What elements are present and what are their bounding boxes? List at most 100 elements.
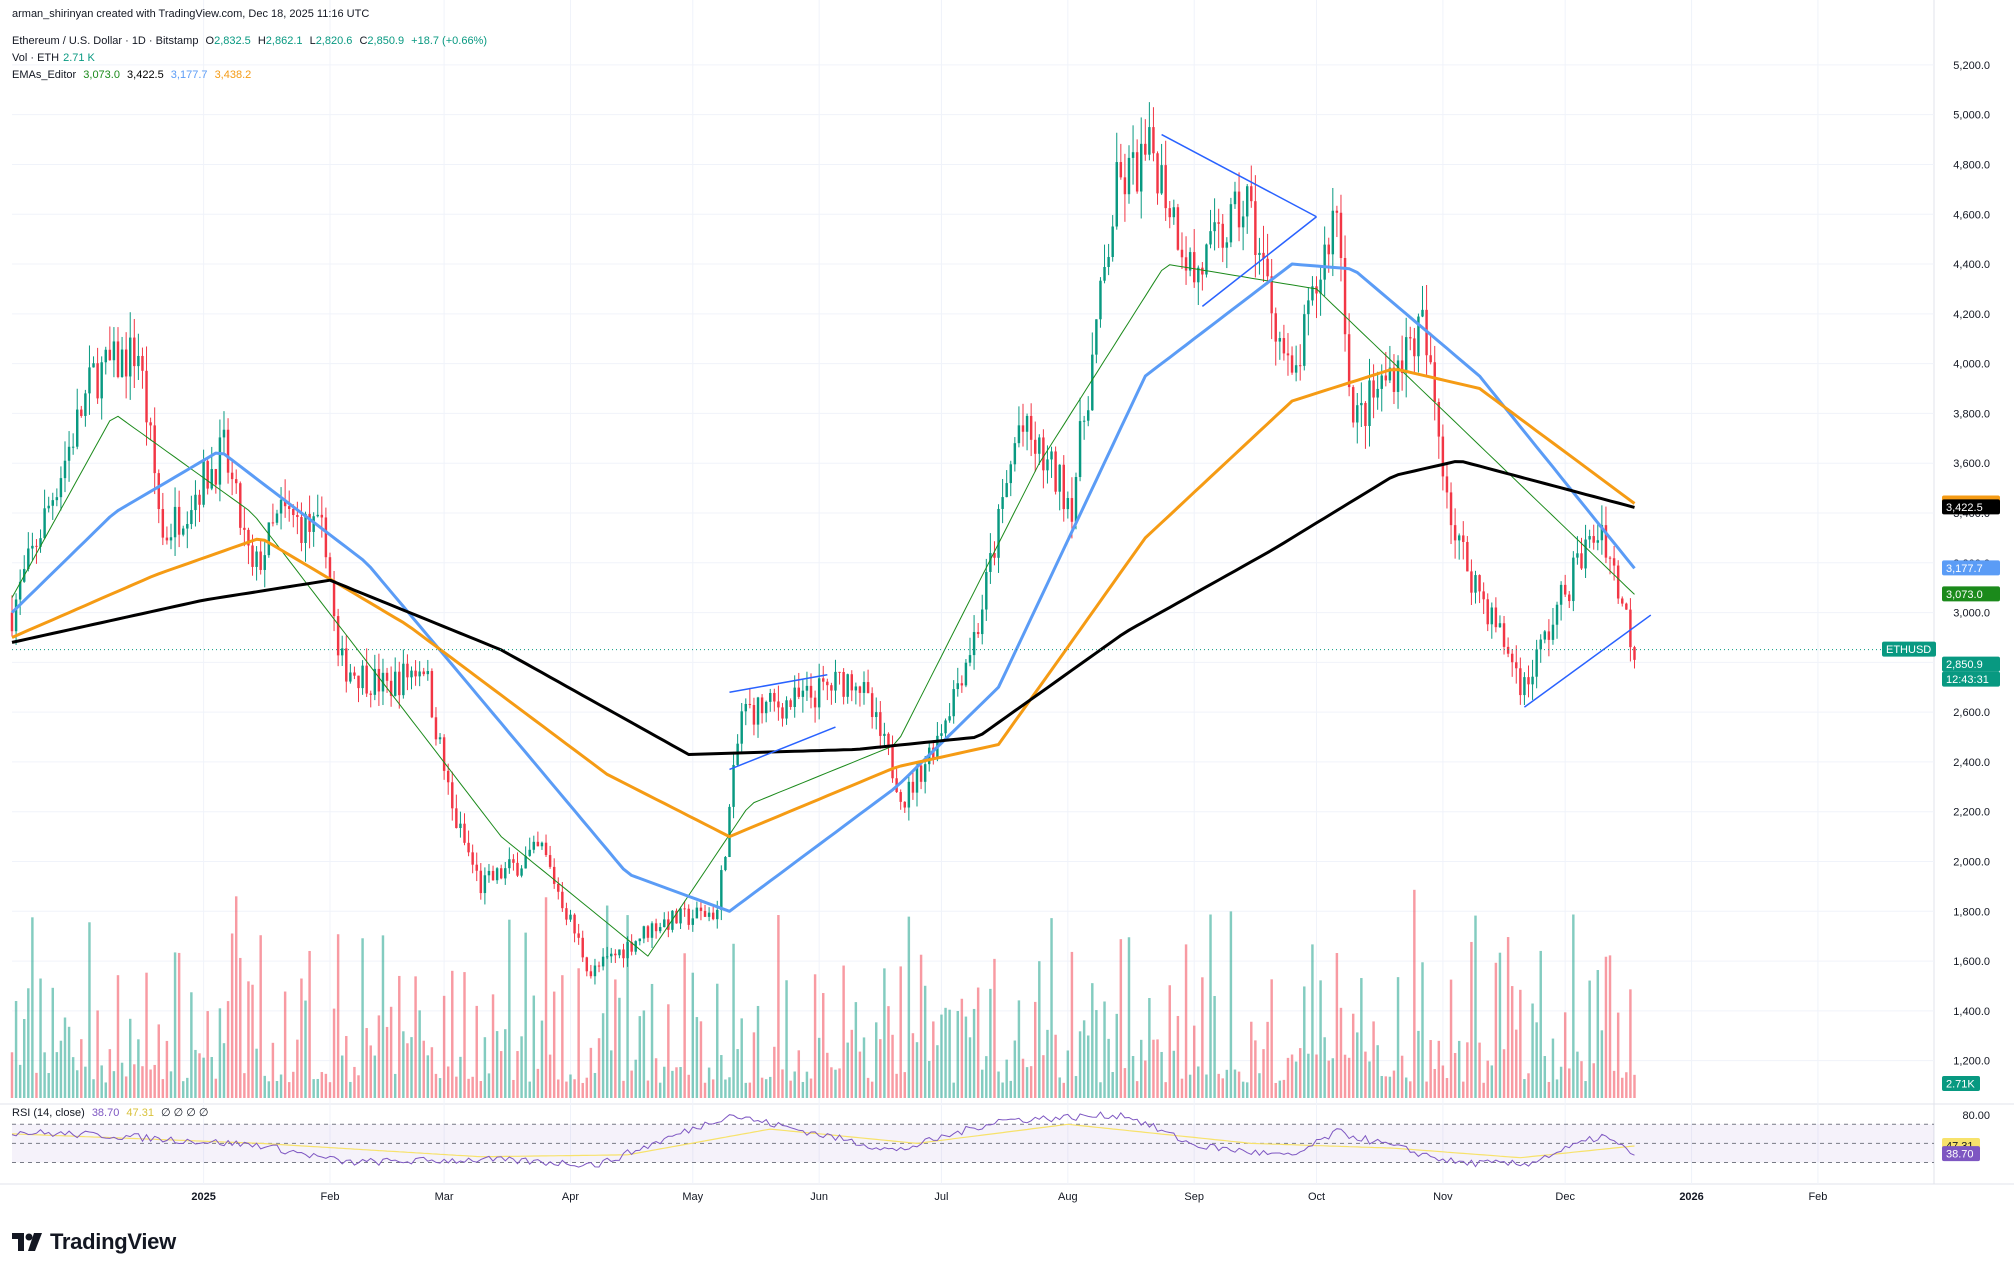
volume-bar <box>222 1043 226 1098</box>
candle-body <box>283 499 287 507</box>
volume-bar <box>1572 914 1575 1098</box>
candle-body <box>463 823 466 843</box>
volume-bar <box>385 1026 389 1098</box>
volume-bar <box>1254 1040 1257 1098</box>
volume-bar <box>516 1051 519 1098</box>
volume-bar <box>891 1034 894 1098</box>
volume-bar <box>1205 1074 1208 1098</box>
volume-bar <box>1441 1065 1445 1098</box>
volume-bar <box>406 1043 409 1098</box>
candle-body <box>1347 334 1351 388</box>
candle-body <box>1433 362 1436 402</box>
tradingview-logo[interactable]: TradingView <box>12 1229 176 1255</box>
volume-bar <box>577 968 580 1098</box>
volume-bar <box>1429 1040 1432 1098</box>
volume-bar <box>1616 1012 1620 1098</box>
candle-body <box>1144 143 1147 155</box>
candle-body <box>1576 553 1579 558</box>
candle-body <box>446 770 450 783</box>
candle-body <box>47 505 50 509</box>
candle-body <box>972 632 976 656</box>
candle-body <box>1478 575 1481 592</box>
volume-bar <box>744 1082 748 1098</box>
volume-bar <box>919 954 923 1098</box>
volume-bar <box>1392 1070 1396 1098</box>
volume-bar <box>822 993 825 1098</box>
volume-bar <box>573 1079 576 1098</box>
trendline[interactable] <box>729 726 836 771</box>
volume-bar <box>1160 1051 1163 1098</box>
trendline[interactable] <box>1161 133 1317 218</box>
volume-bar <box>1156 1039 1159 1098</box>
candle-body <box>512 859 515 863</box>
candle-body <box>903 801 906 808</box>
volume-bar <box>479 1081 483 1098</box>
candle-body <box>1209 231 1212 245</box>
candle-body <box>981 609 984 635</box>
candle-body <box>744 703 748 712</box>
volume-bar <box>76 1070 79 1098</box>
volume-bar <box>1462 1081 1465 1098</box>
candle-body <box>1021 425 1025 432</box>
candle-body <box>1413 338 1416 357</box>
volume-bar <box>797 1050 801 1098</box>
candle-body <box>1539 639 1542 650</box>
trendline[interactable] <box>1523 614 1652 708</box>
volume-bar <box>875 1022 878 1098</box>
candle-body <box>508 859 511 869</box>
volume-bar <box>854 1002 858 1098</box>
candle-body <box>218 437 222 485</box>
trendline[interactable] <box>1201 216 1317 307</box>
candle-body <box>1339 212 1343 259</box>
volume-bar <box>1139 1039 1143 1098</box>
candle-body <box>870 693 874 718</box>
volume-bar <box>915 1042 919 1098</box>
candle-body <box>854 686 858 691</box>
volume-bar <box>508 919 511 1098</box>
volume-bar <box>1229 911 1233 1098</box>
volume-bar <box>740 1018 743 1098</box>
candle-body <box>149 422 152 426</box>
volume-bar <box>1388 1076 1392 1098</box>
volume-bar <box>699 1021 703 1098</box>
time-tick-label: Dec <box>1555 1191 1575 1203</box>
candle-body <box>769 692 772 702</box>
volume-bar <box>557 1079 560 1098</box>
candle-body <box>80 409 83 416</box>
candle-body <box>1148 127 1151 155</box>
volume-bar <box>552 991 556 1098</box>
candle-body <box>675 910 678 924</box>
candle-body <box>626 942 629 959</box>
trendline[interactable] <box>729 674 828 693</box>
candle-body <box>173 506 177 538</box>
candle-body <box>442 737 446 771</box>
candle-body <box>1462 535 1465 542</box>
volume-bar <box>785 980 788 1098</box>
volume-bar <box>1197 1066 1200 1098</box>
candle-body <box>1584 539 1587 569</box>
candle-body <box>1372 380 1375 398</box>
candle-body <box>687 908 690 925</box>
candle-body <box>993 553 996 558</box>
volume-bar <box>1519 989 1522 1098</box>
volume-bar <box>43 1052 46 1098</box>
candle-body <box>773 692 776 702</box>
candle-body <box>842 671 845 697</box>
rsi-legend: RSI (14, close) 38.70 47.31 ∅ ∅ ∅ ∅ <box>12 1107 209 1119</box>
tradingview-logo-icon <box>12 1233 42 1251</box>
candle-body <box>1486 599 1489 625</box>
volume-bar <box>499 1051 503 1098</box>
candle-body <box>1343 258 1347 335</box>
candle-body <box>1119 162 1123 178</box>
volume-bar <box>14 1001 18 1098</box>
candle-body <box>1054 451 1057 492</box>
candle-body <box>968 655 972 663</box>
time-tick-label: Jun <box>810 1191 828 1203</box>
candle-body <box>1470 571 1473 593</box>
candle-body <box>169 537 173 541</box>
candle-body <box>923 764 927 782</box>
volume-bar <box>1356 1032 1359 1098</box>
volume-bar <box>1209 914 1212 1098</box>
candle-body <box>1449 492 1453 526</box>
